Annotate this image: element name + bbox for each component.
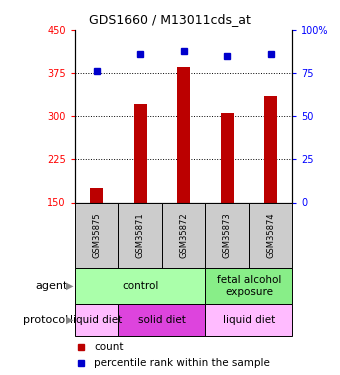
Bar <box>205 268 292 304</box>
Text: agent: agent <box>36 281 68 291</box>
Text: GSM35872: GSM35872 <box>179 213 188 258</box>
Bar <box>205 304 292 336</box>
Text: GSM35871: GSM35871 <box>136 213 144 258</box>
Text: GSM35873: GSM35873 <box>223 212 232 258</box>
Bar <box>264 96 277 202</box>
Bar <box>205 202 249 268</box>
Text: GDS1660 / M13011cds_at: GDS1660 / M13011cds_at <box>89 13 251 26</box>
Text: liquid diet: liquid diet <box>223 315 275 325</box>
Text: fetal alcohol
exposure: fetal alcohol exposure <box>217 275 281 297</box>
Text: GSM35874: GSM35874 <box>266 213 275 258</box>
Text: GSM35875: GSM35875 <box>92 213 101 258</box>
Bar <box>134 104 147 202</box>
Text: percentile rank within the sample: percentile rank within the sample <box>95 358 270 368</box>
Text: protocol: protocol <box>23 315 68 325</box>
Bar <box>118 202 162 268</box>
Bar <box>118 304 205 336</box>
Bar <box>75 202 118 268</box>
Text: count: count <box>95 342 124 352</box>
Text: ▶: ▶ <box>66 315 73 325</box>
Bar <box>162 202 205 268</box>
Bar <box>75 304 118 336</box>
Bar <box>249 202 292 268</box>
Bar <box>177 68 190 203</box>
Text: ▶: ▶ <box>66 281 73 291</box>
Text: liquid diet: liquid diet <box>70 315 123 325</box>
Bar <box>90 188 103 202</box>
Bar <box>221 113 234 202</box>
Bar <box>75 268 205 304</box>
Text: solid diet: solid diet <box>138 315 186 325</box>
Text: control: control <box>122 281 158 291</box>
